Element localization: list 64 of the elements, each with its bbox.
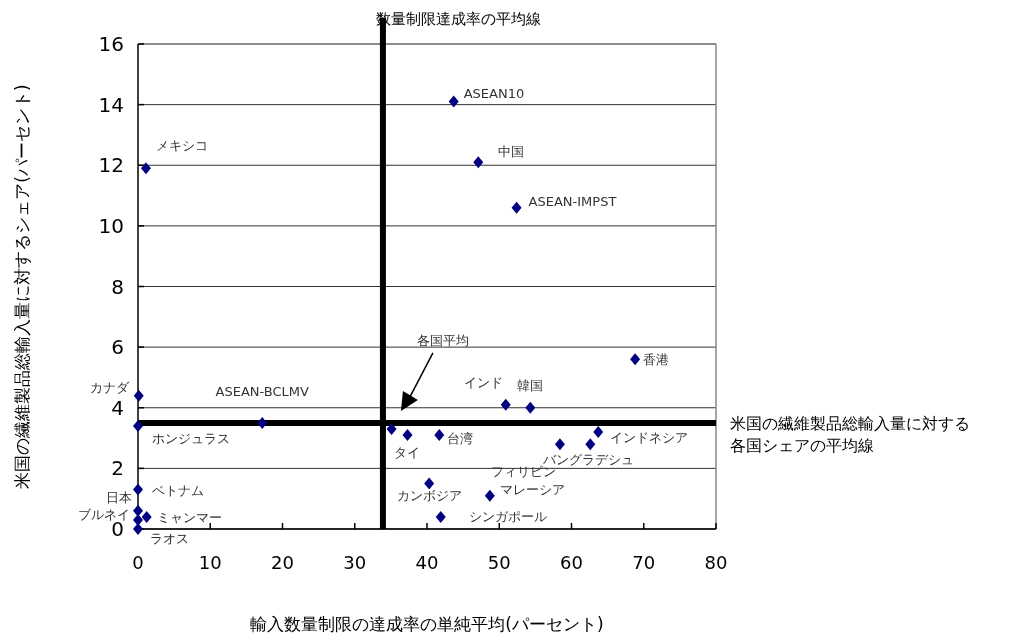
y-tick-label: 4 (111, 395, 124, 420)
annotation: 香港 (643, 352, 670, 368)
annotation: カナダ (89, 379, 130, 395)
point (484, 489, 495, 502)
y-tick-label: 14 (98, 92, 124, 117)
annotation: ベトナム (152, 482, 204, 498)
y-tick-label: 10 (98, 213, 124, 238)
annotation: シンガポール (468, 508, 547, 524)
annotation: ASEAN-IMPST (528, 193, 617, 209)
point (473, 156, 484, 169)
x-tick-label: 40 (415, 552, 439, 573)
annotation: 韓国 (517, 377, 544, 393)
annotation: インドネシア (610, 430, 689, 445)
point (630, 353, 641, 366)
x-tick-label: 10 (198, 552, 222, 573)
x-tick-label: 80 (704, 552, 728, 573)
x-tick-label: 70 (632, 552, 656, 573)
y-tick-label: 6 (111, 335, 124, 360)
x-tick-label: 20 (271, 552, 294, 573)
point (386, 422, 397, 435)
annotation: タイ (394, 445, 421, 461)
point (554, 438, 565, 451)
annotation: マレーシア (499, 481, 565, 497)
point (593, 426, 604, 438)
y-tick-label: 2 (111, 456, 124, 481)
point (133, 504, 143, 517)
y-tick-label: 16 (98, 32, 124, 56)
point (424, 477, 435, 490)
annotation: ミャンマー (156, 509, 222, 525)
annotation: フィリピン (491, 464, 557, 480)
annotation: 台湾 (447, 431, 474, 447)
point (448, 95, 459, 108)
x-axis-title: 輸入数量制限の達成率の単純平均(パーセント) (250, 614, 604, 634)
point (511, 201, 522, 214)
annotation: インド (464, 374, 504, 390)
annotation: ホンジュラス (152, 430, 230, 446)
point (435, 510, 446, 523)
y-tick-label: 8 (111, 274, 124, 299)
x-tick-label: 30 (343, 552, 367, 573)
ref-line-label: 米国の繊維製品総輸入量に対する各国シェアの平均線 (730, 413, 970, 455)
x-tick-label: 50 (487, 552, 511, 573)
y-axis-title: 米国の繊維製品総輸入量に対するシェア(パーセント) (12, 84, 32, 489)
annotation: メキシコ (155, 138, 208, 154)
annotation: 日本 (106, 489, 132, 505)
point (133, 419, 143, 432)
point (585, 438, 596, 451)
point (133, 389, 144, 402)
point (257, 416, 268, 429)
annotation: ASEAN10 (463, 85, 525, 101)
point (140, 162, 151, 175)
x-tick-label: 0 (132, 552, 144, 573)
annotation: ラオス (150, 531, 189, 546)
point (133, 483, 143, 496)
point (402, 429, 413, 442)
y-tick-label: 12 (98, 153, 124, 178)
annotation: カンボジア (396, 487, 462, 503)
annotation: 各国平均 (416, 332, 469, 348)
x-tick-label: 60 (560, 552, 583, 573)
point (525, 401, 536, 414)
point (500, 398, 511, 411)
point (434, 429, 445, 442)
annotation: 中国 (498, 144, 525, 160)
annotation: ASEAN-BCLMV (215, 383, 310, 399)
point (141, 510, 152, 523)
